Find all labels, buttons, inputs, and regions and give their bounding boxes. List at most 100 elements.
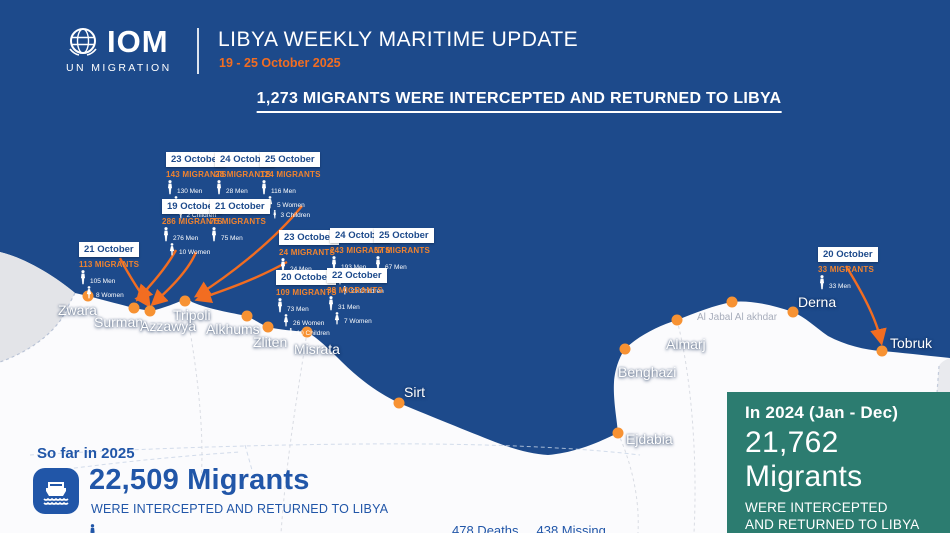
child-icon bbox=[343, 286, 346, 295]
incident-date: 25 October bbox=[260, 152, 320, 167]
stats-2024-caption-line2: AND RETURNED TO LIBYA bbox=[745, 516, 920, 532]
arrow-to-tobruk bbox=[844, 265, 887, 346]
man-icon bbox=[375, 256, 381, 271]
stats-2025-period: So far in 2025 bbox=[37, 445, 135, 462]
city-dot bbox=[128, 302, 140, 314]
arrow-to-azzawya bbox=[150, 251, 198, 307]
city-label: Azzawya bbox=[140, 318, 197, 334]
man-icon bbox=[261, 180, 267, 195]
breakdown-label: 3 Children bbox=[280, 211, 311, 219]
city-label: Derna bbox=[798, 294, 837, 310]
city-dot bbox=[82, 290, 94, 302]
incident-migrant-count: 67 MIGRANTS bbox=[374, 246, 430, 255]
breakdown-label: 10 Women bbox=[179, 248, 211, 256]
man-icon bbox=[211, 227, 217, 242]
city-dot bbox=[179, 295, 191, 307]
region-borders bbox=[184, 302, 696, 533]
interception-arrows bbox=[118, 205, 887, 346]
city-label: Zwara bbox=[58, 302, 97, 318]
incident-breakdown-row: 73 Men bbox=[276, 298, 340, 313]
breakdown-label: 33 Men bbox=[829, 282, 851, 290]
incident-breakdown-row: 116 Men bbox=[260, 180, 324, 195]
incident-breakdown-row: 276 Men bbox=[162, 227, 226, 242]
stats-2024-panel: In 2024 (Jan - Dec) 21,762 Migrants WERE… bbox=[727, 392, 950, 533]
incident-migrant-count: 38 MIGRANTS bbox=[327, 286, 383, 295]
stats-2024-period: In 2024 (Jan - Dec) bbox=[745, 403, 899, 422]
man-icon bbox=[280, 258, 286, 273]
city-label: Zliten bbox=[253, 334, 288, 350]
breakdown-label: 23 Children bbox=[350, 287, 384, 295]
man-icon bbox=[819, 275, 825, 290]
city-dot bbox=[619, 343, 631, 355]
incident-migrant-count: 143 MIGRANTS bbox=[166, 170, 227, 179]
stats-2025-missing: 438 Missing bbox=[536, 523, 606, 533]
incident-migrant-count: 33 MIGRANTS bbox=[818, 265, 874, 274]
logo-org-text: IOM bbox=[107, 23, 169, 59]
woman-icon bbox=[86, 286, 92, 299]
man-icon bbox=[216, 180, 222, 195]
incident-breakdown-row: 7 Women bbox=[333, 312, 391, 325]
incident-breakdown-row: 24 Men bbox=[279, 258, 343, 273]
breakdown-label: 105 Men bbox=[90, 277, 116, 285]
city-dot bbox=[301, 326, 313, 338]
breakdown-label: 73 Men bbox=[287, 305, 309, 313]
incident-migrant-count: 24 MIGRANTS bbox=[279, 248, 335, 257]
incident-breakdown-row: 10 Children bbox=[288, 328, 340, 337]
incident-migrant-count: 113 MIGRANTS bbox=[79, 260, 140, 269]
incident-breakdown-row: 105 Men bbox=[79, 270, 143, 285]
iom-globe-icon bbox=[69, 28, 97, 56]
breakdown-label: 276 Men bbox=[173, 234, 199, 242]
arrow-to-surman bbox=[135, 249, 178, 302]
incident-breakdown-row: 31 Men bbox=[327, 296, 391, 311]
incident-breakdown-row: 67 Men bbox=[374, 256, 438, 271]
breakdown-label: 67 Men bbox=[385, 263, 407, 271]
incident-callout: 20 October 33 MIGRANTS 33 Men bbox=[818, 244, 882, 290]
incident-date: 19 October bbox=[162, 199, 222, 214]
incident-callout: 25 October 67 MIGRANTS 67 Men bbox=[374, 225, 438, 271]
breakdown-label: 26 Women bbox=[293, 319, 325, 327]
breakdown-label: 10 Children bbox=[296, 329, 330, 337]
incident-migrant-count: 243 MIGRANTS bbox=[330, 246, 391, 255]
incident-breakdown-row: 23 Children bbox=[342, 286, 394, 295]
incident-breakdown-row: 33 Men bbox=[818, 275, 882, 290]
incident-migrant-count: 109 MIGRANTS bbox=[276, 288, 337, 297]
incident-date: 21 October bbox=[79, 242, 139, 257]
stats-2024-caption-line1: WERE INTERCEPTED bbox=[745, 500, 888, 515]
incident-date: 20 October bbox=[276, 270, 336, 285]
header-divider bbox=[197, 28, 199, 74]
city-label: Alkhums bbox=[206, 321, 260, 337]
child-icon bbox=[289, 328, 292, 337]
incident-callout: 22 October 38 MIGRANTS 31 Men 7 Women bbox=[327, 265, 391, 325]
woman-icon bbox=[283, 314, 289, 327]
breakdown-label: 116 Men bbox=[271, 187, 296, 195]
incident-breakdown-row: 130 Men bbox=[166, 180, 230, 195]
stats-2025-number: 22,509 Migrants bbox=[89, 464, 310, 496]
breakdown-label: 75 Men bbox=[221, 234, 243, 242]
southern-borders bbox=[29, 443, 641, 471]
incident-callout: 19 October 286 MIGRANTS 276 Men 10 Women bbox=[162, 196, 226, 256]
breakdown-label: 193 Men bbox=[341, 263, 367, 271]
man-icon bbox=[277, 298, 283, 313]
man-icon bbox=[331, 256, 337, 271]
incident-breakdown-row: 75 Men bbox=[210, 227, 274, 242]
city-dot bbox=[241, 310, 253, 322]
incident-date: 25 October bbox=[374, 228, 434, 243]
breakdown-label: 2 Children bbox=[186, 211, 217, 219]
incident-date: 21 October bbox=[210, 199, 270, 214]
incident-breakdown-row: 3 Children bbox=[272, 210, 324, 219]
land-libya bbox=[0, 252, 950, 533]
man-icon bbox=[328, 296, 334, 311]
man-icon bbox=[167, 180, 173, 195]
man-icon bbox=[80, 270, 86, 285]
breakdown-label: 130 Men bbox=[177, 187, 203, 195]
child-icon bbox=[273, 210, 276, 219]
city-dot bbox=[671, 314, 683, 326]
woman-icon bbox=[334, 312, 340, 325]
city-dot bbox=[393, 397, 405, 409]
breakdown-label: 31 Men bbox=[338, 303, 360, 311]
incident-date: 23 October bbox=[279, 230, 339, 245]
arrow-to-tripoli-2 bbox=[194, 260, 288, 303]
page-title: LIBYA WEEKLY MARITIME UPDATE bbox=[218, 28, 579, 51]
incident-breakdown-row: 26 Women bbox=[282, 314, 340, 327]
